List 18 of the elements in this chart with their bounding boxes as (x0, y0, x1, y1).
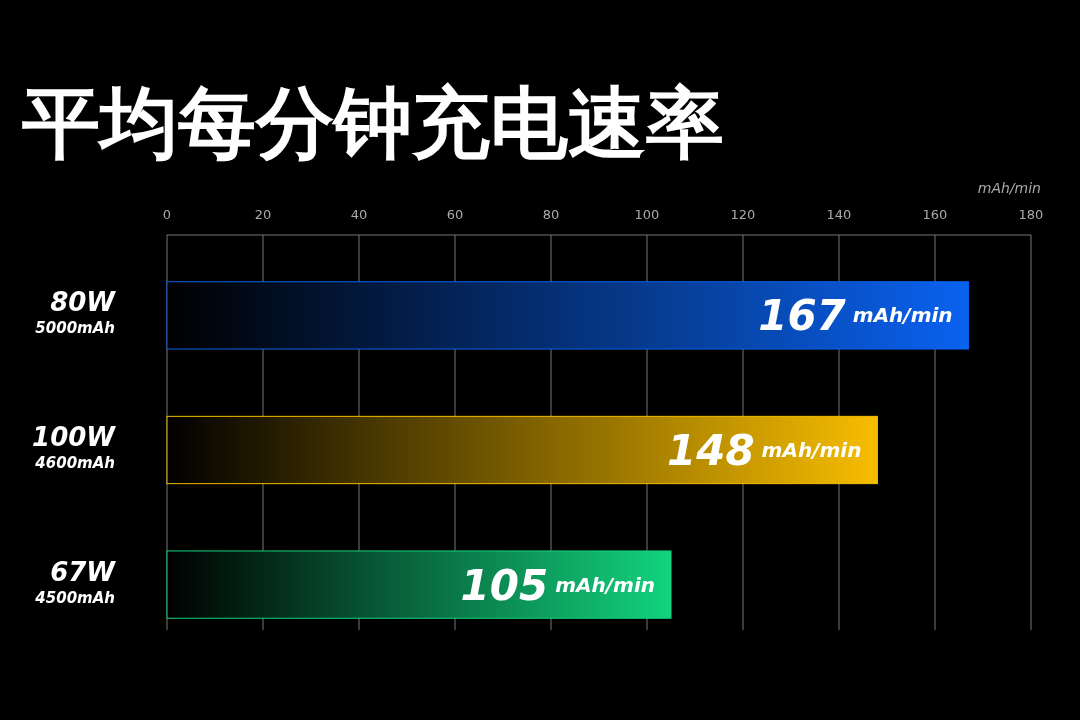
y-tick-label: 67W 4500mAh (34, 556, 117, 607)
bar (166, 550, 672, 619)
bar (166, 415, 878, 485)
y-tick-label: 80W 5000mAh (35, 287, 117, 338)
x-tick-label: 160 (922, 207, 948, 222)
bar (166, 281, 970, 350)
x-tick-label: 80 (542, 207, 560, 222)
x-tick-label: 40 (350, 207, 368, 222)
chart-title: 平均每分钟充电速率 (21, 78, 724, 168)
x-tick-label: 20 (254, 207, 272, 222)
y-tick-label: 100W 4600mAh (32, 422, 117, 472)
x-tick-label: 120 (730, 207, 756, 222)
x-tick-label: 100 (634, 207, 660, 222)
x-tick-label: 140 (826, 207, 852, 222)
x-tick-label: 0 (162, 207, 172, 222)
x-tick-label: 180 (1018, 207, 1044, 222)
x-tick-label: 60 (446, 207, 464, 222)
x-axis-title: mAh/min (977, 180, 1041, 196)
